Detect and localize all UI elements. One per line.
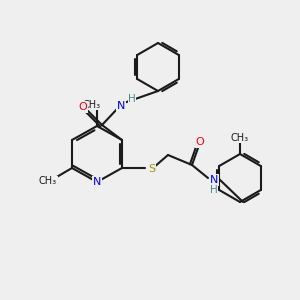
Text: S: S: [148, 164, 155, 174]
Text: CH₃: CH₃: [83, 100, 101, 110]
Text: O: O: [196, 137, 204, 147]
Text: CH₃: CH₃: [39, 176, 57, 186]
Text: CH₃: CH₃: [231, 133, 249, 143]
Text: N: N: [117, 101, 125, 111]
Text: N: N: [93, 177, 101, 187]
Text: H: H: [128, 94, 136, 104]
Text: H: H: [210, 185, 218, 195]
Text: N: N: [210, 175, 218, 185]
Text: O: O: [79, 102, 87, 112]
